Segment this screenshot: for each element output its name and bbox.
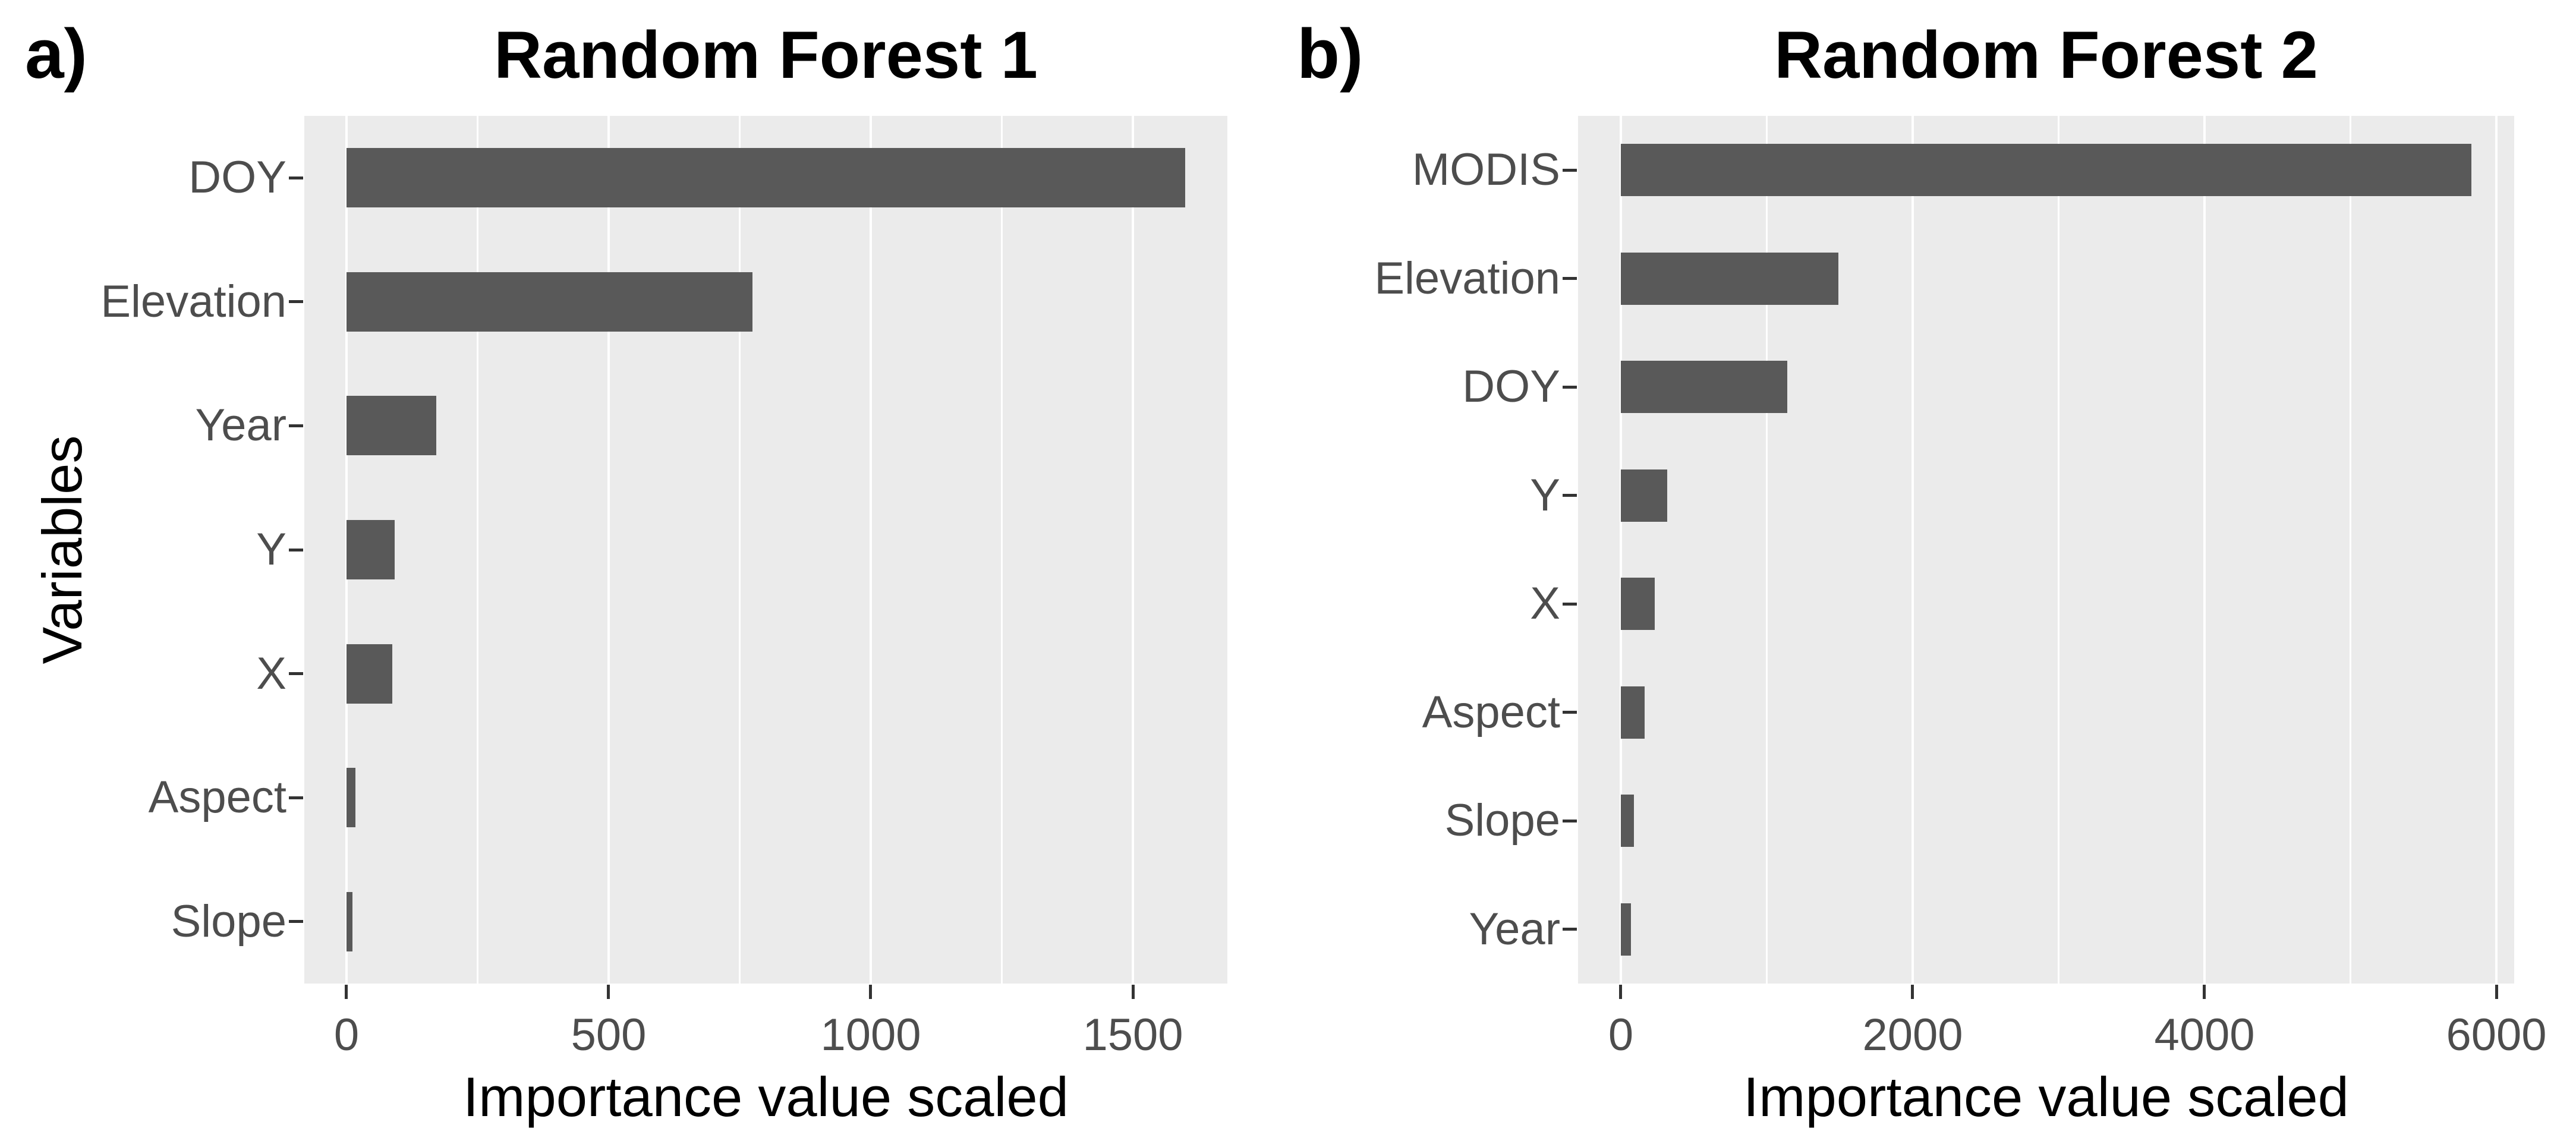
x-tick-label: 500 [571, 1010, 647, 1060]
minor-gridline [1001, 116, 1003, 984]
x-tick-label: 0 [333, 1010, 360, 1060]
x-axis-title-a: Importance value scaled [463, 1066, 1069, 1128]
bar-year [346, 396, 437, 455]
major-gridline [607, 116, 610, 984]
y-tick-label-doy: DOY [1462, 361, 1560, 412]
y-tick-mark [1563, 494, 1577, 497]
y-tick-mark [289, 672, 303, 675]
plot-panel-a [304, 116, 1227, 984]
minor-gridline [476, 116, 478, 984]
panel-tag-b: b) [1297, 15, 1363, 93]
y-tick-mark [1563, 277, 1577, 280]
major-gridline [1619, 116, 1622, 984]
y-tick-label-slope: Slope [1444, 795, 1560, 846]
plot-panel-b [1578, 116, 2514, 984]
bar-y [1620, 469, 1668, 522]
y-tick-mark [289, 424, 303, 427]
major-gridline [869, 116, 872, 984]
major-gridline [1132, 116, 1135, 984]
y-tick-mark [289, 920, 303, 923]
minor-gridline [2349, 116, 2351, 984]
bar-slope [346, 892, 353, 951]
x-tick-label: 1500 [1082, 1010, 1183, 1060]
bar-x [1620, 578, 1655, 630]
major-gridline [2203, 116, 2206, 984]
y-tick-mark [289, 549, 303, 551]
y-tick-label-year: Year [195, 400, 286, 450]
y-tick-mark [289, 796, 303, 799]
y-tick-label-y: Y [1530, 470, 1560, 521]
bar-modis [1620, 144, 2472, 196]
x-tick-mark [1132, 985, 1135, 999]
y-tick-mark [289, 177, 303, 179]
x-tick-mark [869, 985, 872, 999]
bar-doy [1620, 361, 1787, 413]
x-tick-label: 0 [1608, 1010, 1634, 1060]
chart-title-a: Random Forest 1 [494, 18, 1038, 92]
minor-gridline [1765, 116, 1768, 984]
y-tick-label-elevation: Elevation [1374, 253, 1560, 304]
chart-title-b: Random Forest 2 [1774, 18, 2318, 92]
y-tick-label-x: X [1530, 578, 1560, 629]
y-tick-label-year: Year [1469, 904, 1560, 954]
x-tick-mark [2495, 985, 2498, 999]
bar-aspect [1620, 686, 1645, 739]
x-axis-title-b: Importance value scaled [1743, 1066, 2349, 1128]
y-tick-label-modis: MODIS [1412, 144, 1560, 195]
y-tick-label-slope: Slope [171, 896, 286, 947]
y-tick-label-elevation: Elevation [100, 276, 286, 327]
y-tick-label-aspect: Aspect [1422, 687, 1560, 738]
y-tick-mark [289, 300, 303, 303]
y-tick-mark [1563, 386, 1577, 389]
x-tick-mark [607, 985, 610, 999]
y-tick-mark [1563, 711, 1577, 714]
x-tick-label: 4000 [2154, 1010, 2255, 1060]
bar-year [1620, 903, 1631, 956]
bar-x [346, 644, 393, 704]
x-tick-label: 1000 [820, 1010, 921, 1060]
major-gridline [1911, 116, 1914, 984]
y-tick-label-aspect: Aspect [148, 772, 286, 822]
x-tick-label: 2000 [1862, 1010, 1963, 1060]
bar-y [346, 520, 395, 579]
y-tick-label-y: Y [256, 524, 286, 575]
y-tick-mark [1563, 603, 1577, 606]
x-tick-mark [2203, 985, 2206, 999]
x-tick-mark [1911, 985, 1914, 999]
bar-elevation [1620, 253, 1838, 305]
bar-elevation [346, 272, 753, 332]
panel-tag-a: a) [25, 15, 87, 93]
x-tick-mark [345, 985, 348, 999]
bar-aspect [346, 768, 356, 827]
bar-doy [346, 148, 1186, 207]
y-tick-mark [1563, 169, 1577, 172]
minor-gridline [738, 116, 741, 984]
y-tick-label-x: X [256, 648, 286, 699]
x-tick-mark [1619, 985, 1622, 999]
major-gridline [2495, 116, 2498, 984]
y-tick-label-doy: DOY [188, 152, 286, 203]
minor-gridline [2057, 116, 2059, 984]
y-tick-mark [1563, 928, 1577, 931]
y-tick-mark [1563, 820, 1577, 822]
bar-slope [1620, 795, 1634, 847]
x-tick-label: 6000 [2446, 1010, 2547, 1060]
